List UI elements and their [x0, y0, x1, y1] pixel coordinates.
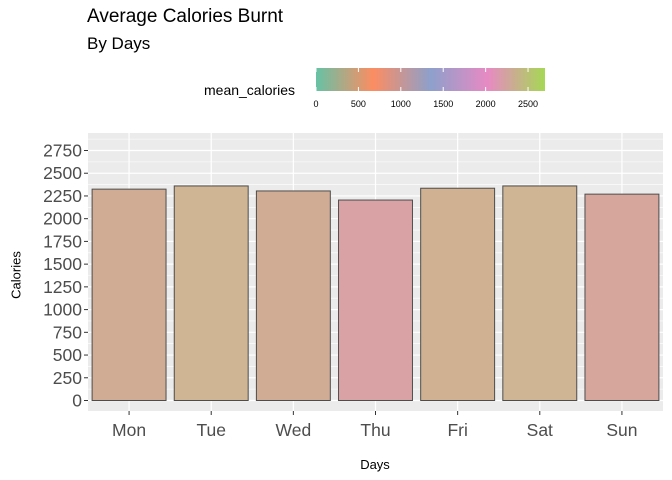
x-tick-label: Tue: [196, 420, 226, 440]
colorbar-tick-label: 0: [313, 99, 318, 109]
x-axis-title: Days: [360, 457, 390, 472]
bars: [91, 185, 660, 401]
y-tick-label: 2250: [43, 186, 82, 206]
x-axis: Mon Tue Wed Thu Fri Sat Sun: [112, 411, 637, 440]
x-tick-label: Wed: [276, 420, 312, 440]
y-tick-label: 750: [53, 322, 82, 342]
colorbar-tick-label: 500: [351, 99, 366, 109]
bar-mon: [91, 188, 167, 401]
x-tick-label: Sun: [606, 420, 637, 440]
bar-sun: [584, 193, 660, 401]
x-tick-label: Mon: [112, 420, 146, 440]
y-tick-label: 1500: [43, 254, 82, 274]
bar-tue: [173, 185, 249, 401]
x-tick-label: Thu: [360, 420, 390, 440]
colorbar-tick-label: 1500: [433, 99, 453, 109]
y-tick-label: 250: [53, 368, 82, 388]
bar-fri: [420, 187, 496, 401]
y-tick-label: 500: [53, 345, 82, 365]
y-tick-label: 0: [72, 391, 82, 411]
chart-subtitle: By Days: [87, 34, 151, 53]
bar-wed: [255, 190, 331, 401]
bar-thu: [338, 199, 413, 401]
y-tick-label: 2000: [43, 209, 82, 229]
colorbar-tick-label: 2000: [476, 99, 496, 109]
y-tick-label: 1750: [43, 231, 82, 251]
x-tick-label: Sat: [527, 420, 553, 440]
colorbar-tick-label: 2500: [518, 99, 538, 109]
legend-title: mean_calories: [204, 82, 296, 98]
y-tick-label: 2500: [43, 163, 82, 183]
bar-sat: [502, 185, 578, 401]
y-tick-label: 1250: [43, 277, 82, 297]
color-legend: 0 500 1000 1500 2000 2500: [313, 68, 545, 109]
y-axis: 0250500750100012501500175020002250250027…: [43, 141, 88, 411]
chart-title: Average Calories Burnt: [87, 6, 284, 27]
colorbar: [316, 68, 545, 91]
colorbar-tick-label: 1000: [391, 99, 411, 109]
y-tick-label: 2750: [43, 141, 82, 161]
x-tick-label: Fri: [447, 420, 467, 440]
y-tick-label: 1000: [43, 300, 82, 320]
